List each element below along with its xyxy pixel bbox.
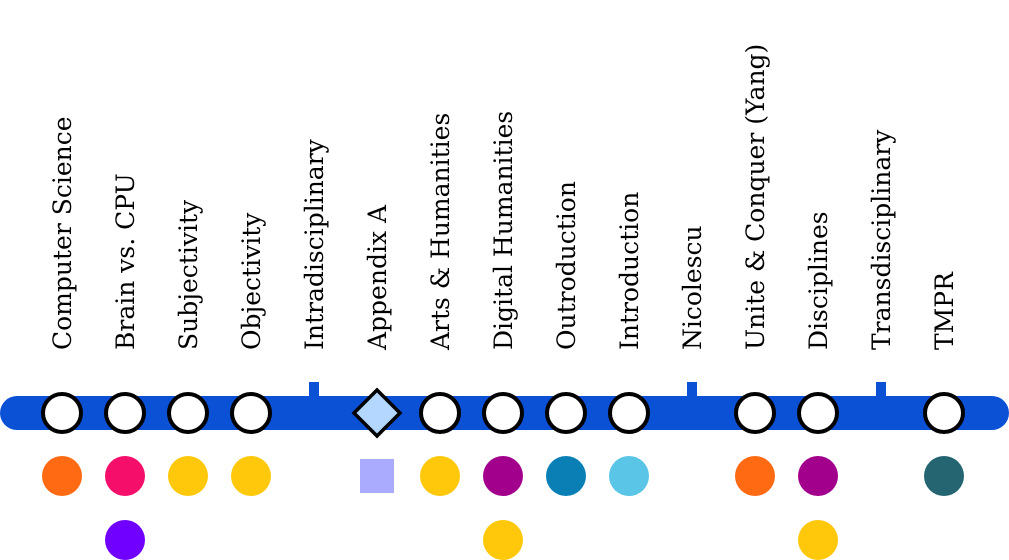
- stop-circle-marker: [797, 392, 839, 434]
- stop-label-intradisciplinary: Intradisciplinary: [300, 138, 329, 350]
- stop-label-disciplines: Disciplines: [804, 211, 833, 350]
- category-dot: [231, 456, 271, 496]
- stop-label-objectivity: Objectivity: [237, 212, 266, 350]
- stop-label-appendix-a: Appendix A: [363, 204, 392, 351]
- category-dot: [42, 456, 82, 496]
- stop-circle-marker: [104, 392, 146, 434]
- stop-label-tmpr: TMPR: [930, 271, 959, 350]
- stop-ticks: [309, 382, 886, 398]
- category-dot: [420, 456, 460, 496]
- category-dot: [105, 520, 145, 560]
- stop-circle-marker: [482, 392, 524, 434]
- category-dot: [924, 456, 964, 496]
- stop-circle-marker: [41, 392, 83, 434]
- stop-tick-marker: [309, 382, 319, 398]
- category-square: [360, 459, 394, 493]
- stop-label-arts-humanities: Arts & Humanities: [426, 113, 455, 351]
- stop-label-transdisciplinary: Transdisciplinary: [867, 129, 896, 350]
- stop-tick-marker: [876, 382, 886, 398]
- stop-label-subjectivity: Subjectivity: [174, 199, 203, 350]
- stop-circle-marker: [608, 392, 650, 434]
- category-dot: [483, 520, 523, 560]
- category-dot: [168, 456, 208, 496]
- stop-label-digital-humanities: Digital Humanities: [489, 111, 518, 350]
- stop-circle-marker: [545, 392, 587, 434]
- category-dot: [798, 456, 838, 496]
- stop-label-introduction: Introduction: [615, 192, 644, 350]
- stop-diamond-marker: [351, 387, 403, 439]
- stop-label-nicolescu: Nicolescu: [678, 225, 707, 350]
- stop-label-outroduction: Outroduction: [552, 181, 581, 350]
- stop-label-computer-science: Computer Science: [48, 116, 77, 350]
- stop-label-unite-conquer-yang: Unite & Conquer (Yang): [741, 44, 770, 350]
- category-dot: [735, 456, 775, 496]
- stop-circle-marker: [167, 392, 209, 434]
- category-dot: [105, 456, 145, 496]
- category-dot: [609, 456, 649, 496]
- category-dots: [42, 456, 964, 560]
- stop-circle-marker: [734, 392, 776, 434]
- stop-label-brain-vs-cpu: Brain vs. CPU: [111, 173, 140, 350]
- category-dot: [546, 456, 586, 496]
- stop-markers: [41, 387, 965, 439]
- stop-circle-marker: [230, 392, 272, 434]
- stop-circle-marker: [419, 392, 461, 434]
- stop-circle-marker: [923, 392, 965, 434]
- category-dot: [798, 520, 838, 560]
- stop-labels: Computer Science Brain vs. CPU Subjectivit…: [48, 44, 959, 351]
- category-dot: [483, 456, 523, 496]
- stop-tick-marker: [687, 382, 697, 398]
